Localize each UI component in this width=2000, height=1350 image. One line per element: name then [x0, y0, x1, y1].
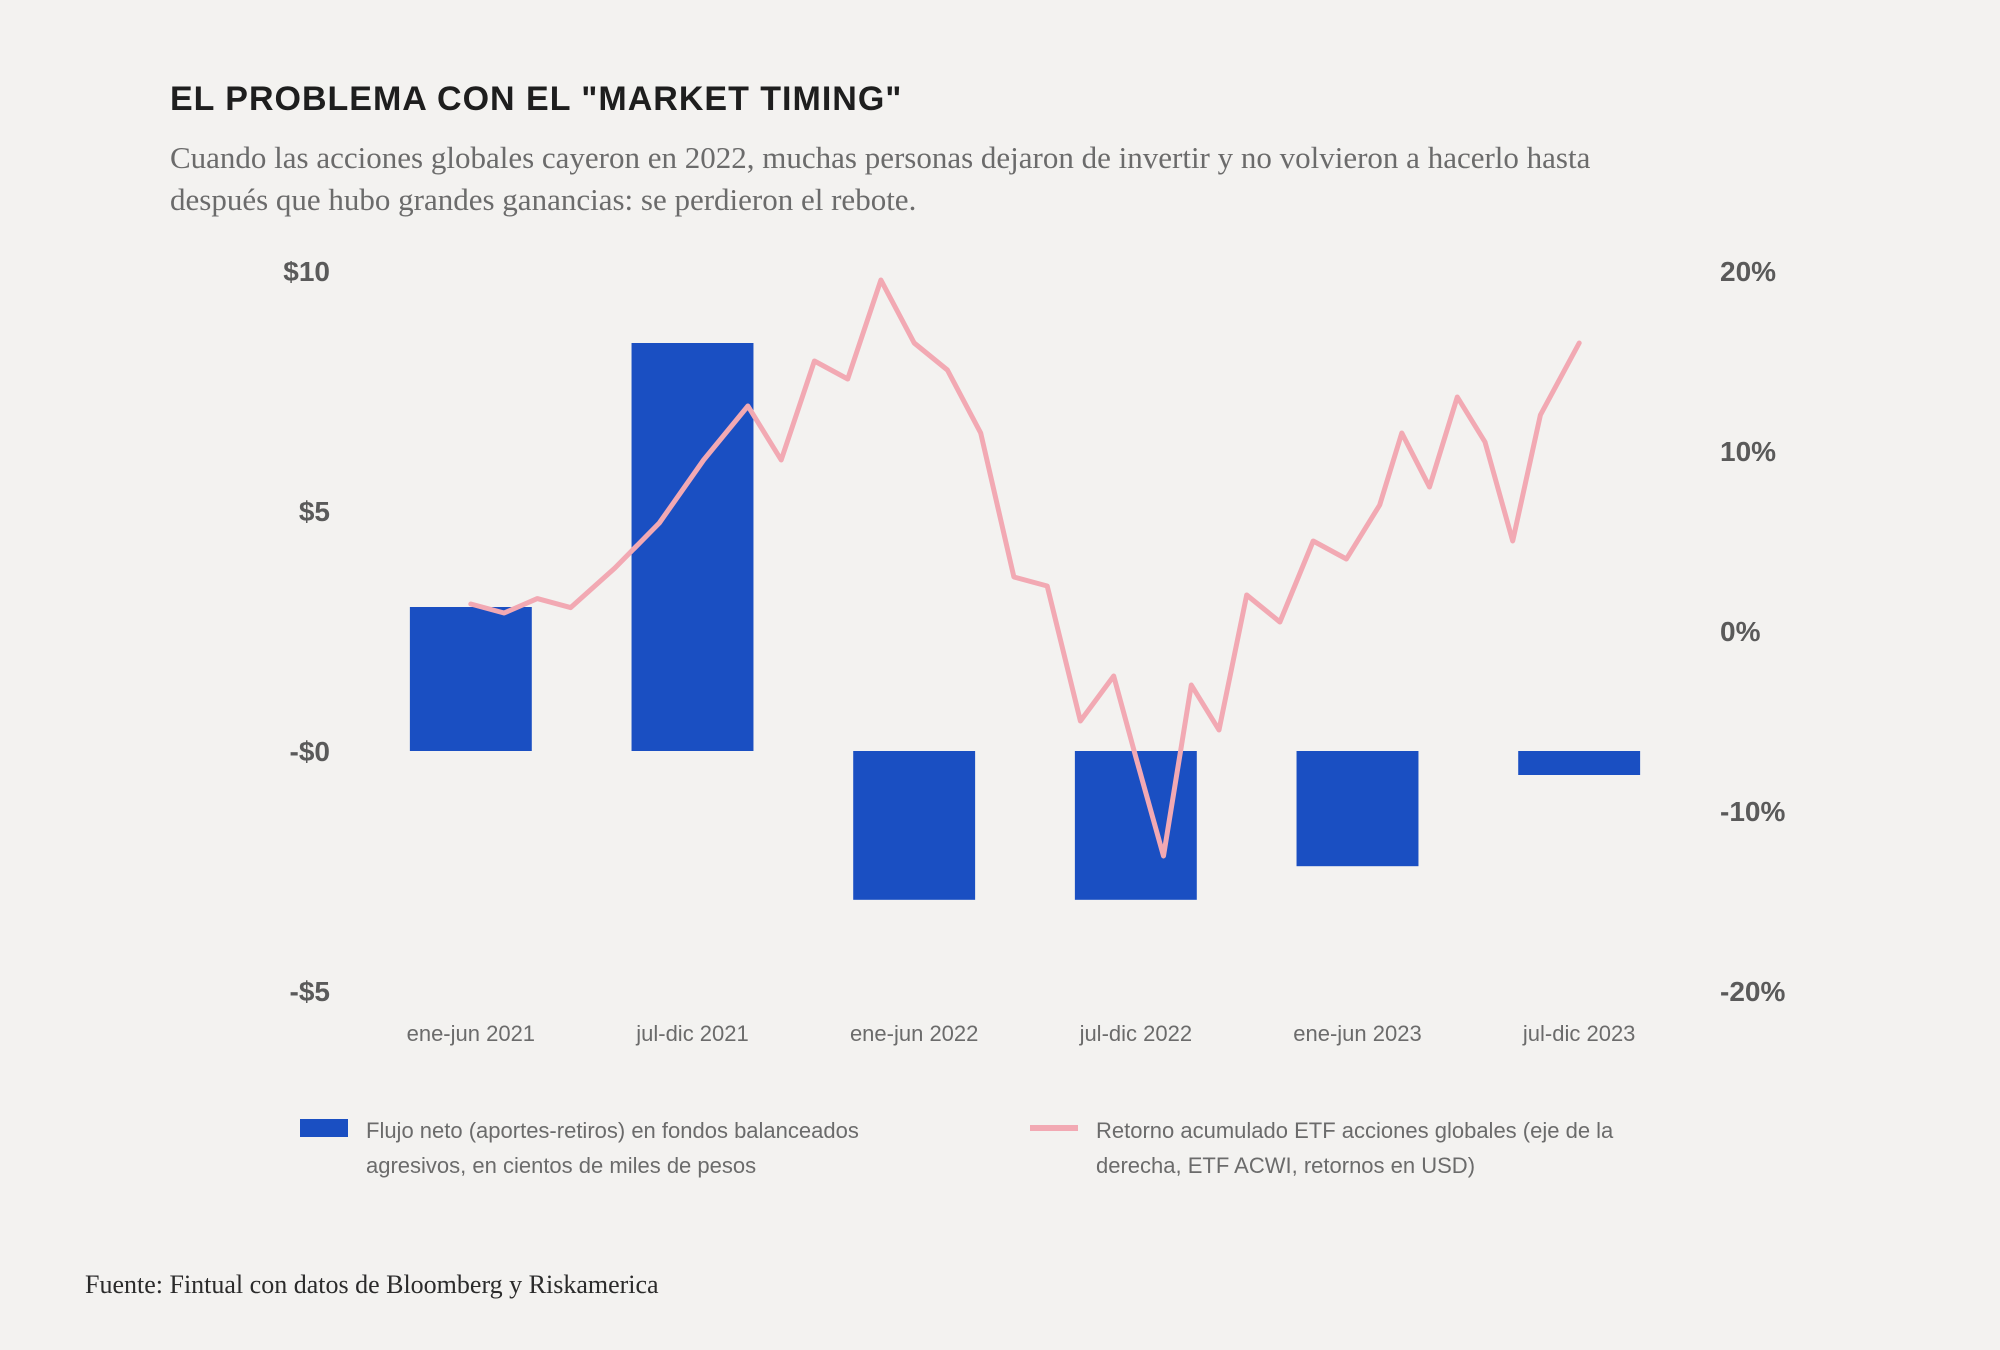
chart-svg: -$5 -$0 $5 $10 -20% -10% 0% 10% 20% ene-jun 2021 j… — [170, 261, 1830, 1081]
bar — [853, 751, 975, 900]
right-axis-tick: -10% — [1720, 796, 1785, 827]
chart-source: Fuente: Fintual con datos de Bloomberg y… — [85, 1270, 659, 1300]
bar — [632, 343, 754, 751]
bar — [410, 607, 532, 751]
chart-title: EL PROBLEMA CON EL "MARKET TIMING" — [170, 80, 1830, 119]
legend-swatch-bar — [300, 1119, 348, 1137]
legend-swatch-line — [1030, 1125, 1078, 1131]
chart-container: EL PROBLEMA CON EL "MARKET TIMING" Cuand… — [0, 0, 2000, 1350]
right-axis-tick: 0% — [1720, 616, 1761, 647]
x-axis-label: ene-jun 2021 — [407, 1021, 535, 1046]
right-axis-tick: 10% — [1720, 436, 1776, 467]
left-axis-tick: -$5 — [290, 976, 330, 1007]
legend-item-bars: Flujo neto (aportes-retiros) en fondos b… — [300, 1113, 940, 1183]
x-axis-label: jul-dic 2022 — [1079, 1021, 1193, 1046]
left-axis-tick: $10 — [283, 261, 330, 287]
legend-label-bars: Flujo neto (aportes-retiros) en fondos b… — [366, 1113, 940, 1183]
x-axis-label: ene-jun 2023 — [1293, 1021, 1421, 1046]
right-axis-tick: -20% — [1720, 976, 1785, 1007]
chart-legend: Flujo neto (aportes-retiros) en fondos b… — [300, 1113, 1830, 1183]
x-axis-label: jul-dic 2021 — [635, 1021, 749, 1046]
x-axis-label: jul-dic 2023 — [1522, 1021, 1636, 1046]
chart-plot-area: -$5 -$0 $5 $10 -20% -10% 0% 10% 20% ene-jun 2021 j… — [170, 261, 1830, 1081]
left-axis-tick: -$0 — [290, 736, 330, 767]
x-axis-label: ene-jun 2022 — [850, 1021, 978, 1046]
chart-subtitle: Cuando las acciones globales cayeron en … — [170, 137, 1670, 221]
right-axis-tick: 20% — [1720, 261, 1776, 287]
bar — [1518, 751, 1640, 775]
left-axis-tick: $5 — [299, 496, 330, 527]
bar — [1297, 751, 1419, 866]
legend-label-line: Retorno acumulado ETF acciones globales … — [1096, 1113, 1670, 1183]
legend-item-line: Retorno acumulado ETF acciones globales … — [1030, 1113, 1670, 1183]
